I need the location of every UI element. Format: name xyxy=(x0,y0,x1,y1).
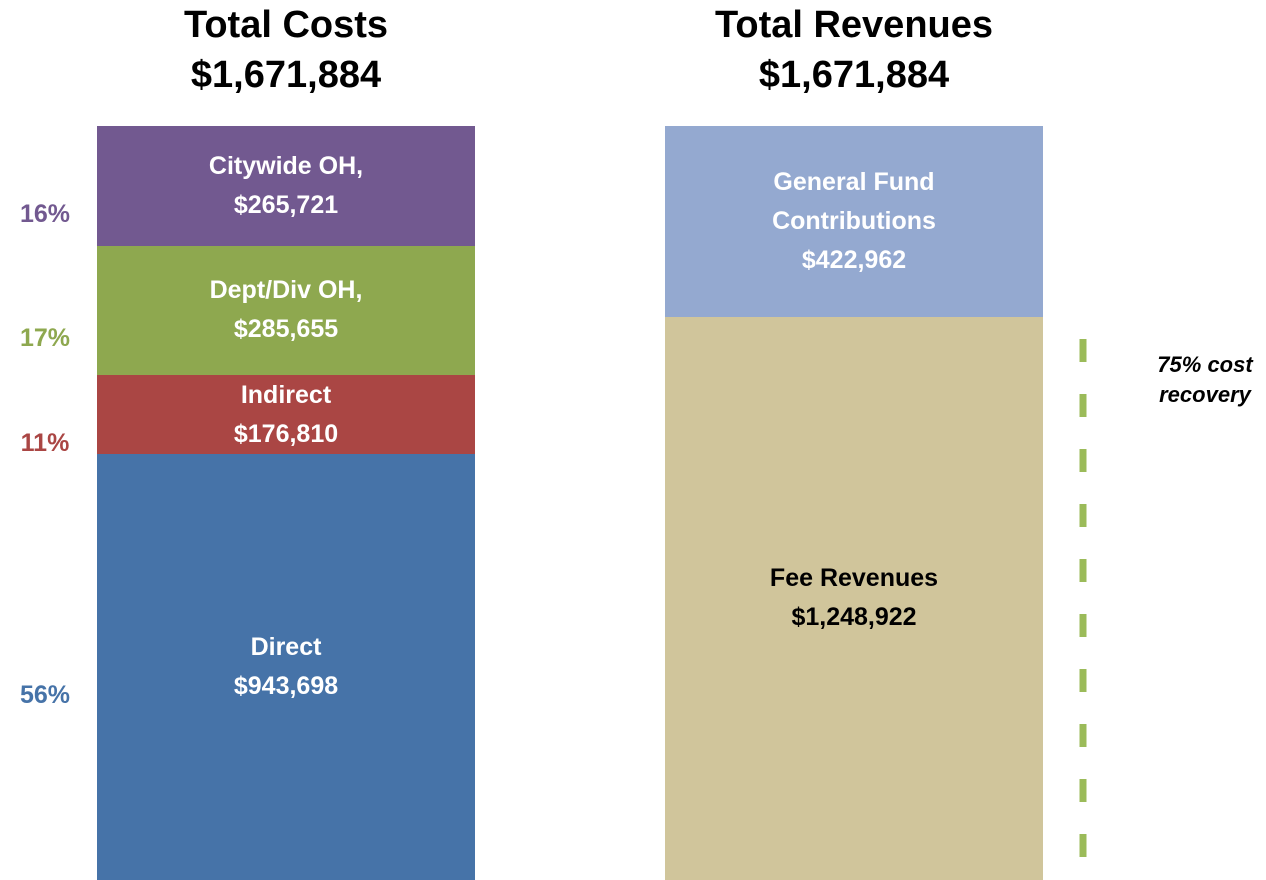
chart-title: Total Costs xyxy=(183,4,389,46)
segment-name: Direct xyxy=(250,633,322,662)
share-label: 17% xyxy=(19,324,71,353)
segment-name: General Fund Contributions xyxy=(772,167,936,235)
bar-segment: Indirect $176,810 xyxy=(97,374,475,455)
bar-segment: Citywide OH, $265,721 xyxy=(97,126,475,246)
segment-name: Fee Revenues xyxy=(769,564,939,593)
segment-name: Citywide OH, xyxy=(208,151,364,180)
segment-value: $176,810 xyxy=(233,419,339,448)
chart-title: Total Revenues xyxy=(714,4,994,46)
share-label: 56% xyxy=(19,681,71,710)
recovery-bracket xyxy=(1079,338,1087,858)
bar-segment: Dept/Div OH, $285,655 xyxy=(97,245,475,375)
segment-value: $422,962 xyxy=(801,245,907,274)
segment-value: $943,698 xyxy=(233,672,339,701)
segment-value: $265,721 xyxy=(233,190,339,219)
segment-name: Indirect xyxy=(240,380,332,409)
segment-value: $285,655 xyxy=(233,315,339,344)
chart-subtitle: $1,671,884 xyxy=(190,54,382,96)
share-label: 16% xyxy=(19,199,71,228)
bar-segment: Direct $943,698 xyxy=(97,454,475,880)
bar-segment: Fee Revenues $1,248,922 xyxy=(665,316,1043,880)
segment-value: $1,248,922 xyxy=(791,603,917,632)
annotation: 75% cost recovery xyxy=(1157,351,1253,407)
segment-name: Dept/Div OH, xyxy=(209,276,363,305)
share-label: 11% xyxy=(20,428,70,457)
chart-subtitle: $1,671,884 xyxy=(758,54,950,96)
bar-segment: General Fund Contributions $422,962 xyxy=(665,126,1043,317)
